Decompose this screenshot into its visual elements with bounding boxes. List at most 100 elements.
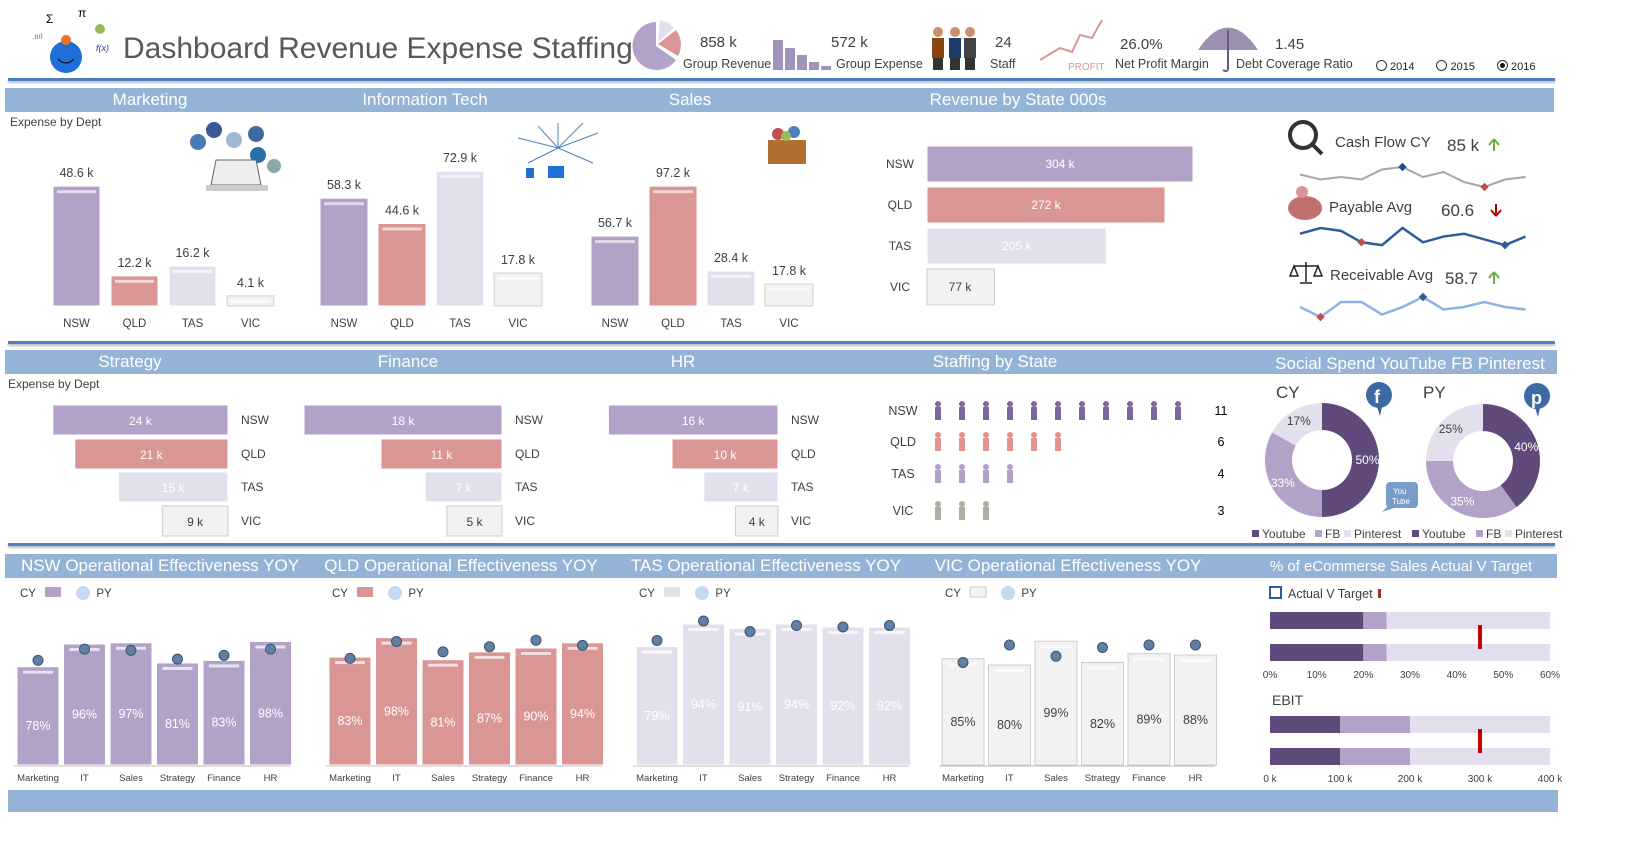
py-marker <box>1143 639 1155 651</box>
trend-up-icon <box>1488 138 1500 151</box>
category-label: HR <box>1189 773 1203 784</box>
data-label: 56.7 k <box>598 216 633 230</box>
data-label: 72.9 k <box>443 151 478 165</box>
category-label: TAS <box>182 318 204 330</box>
sales-title: Sales <box>668 90 712 109</box>
ebit-label: EBIT <box>1272 692 1304 708</box>
bar-highlight <box>474 655 505 659</box>
bullet-band <box>1340 748 1410 765</box>
legend-label: Youtube <box>1262 527 1306 541</box>
bar-highlight <box>1180 659 1211 662</box>
category-label: Strategy <box>160 773 196 784</box>
person-icon <box>1055 432 1061 438</box>
bar-qld <box>380 438 503 470</box>
legend-swatch <box>1315 530 1322 537</box>
bar-tas <box>424 471 503 503</box>
people-icon <box>933 58 943 70</box>
data-label: 17.8 k <box>772 264 807 278</box>
donut-slice-pinterest <box>1426 404 1483 461</box>
category-label: NSW <box>331 318 358 330</box>
category-label: QLD <box>241 447 266 461</box>
category-label: IT <box>80 773 89 784</box>
person-icon <box>935 507 941 520</box>
legend-py-dot <box>695 586 709 600</box>
category-label: Strategy <box>779 773 815 784</box>
social-laptop-icon <box>190 122 281 191</box>
side-kpi-label: Cash Flow CY <box>1335 134 1431 151</box>
data-label: 97.2 k <box>656 166 691 180</box>
axis-tick: 60% <box>1540 670 1560 681</box>
data-label: 12.2 k <box>117 256 152 270</box>
bullet-target <box>1478 625 1482 649</box>
category-label: TAS <box>515 480 537 494</box>
category-label: TAS <box>891 467 914 481</box>
kpi-label: Group Revenue <box>683 57 772 71</box>
legend-cy-swatch <box>357 587 373 597</box>
cy-bar <box>868 626 911 766</box>
py-marker <box>344 652 356 664</box>
data-label: 80% <box>997 718 1022 732</box>
category-label: TAS <box>791 480 813 494</box>
person-icon <box>983 432 989 438</box>
sparkline-marker <box>1418 292 1428 302</box>
bar-chart-icon <box>773 40 783 70</box>
toolbox-icon <box>768 126 806 164</box>
svg-text:π: π <box>78 6 86 20</box>
data-label: 7 k <box>733 481 750 495</box>
profit-icon: PROFIT <box>1068 62 1105 73</box>
bar-tas <box>703 471 779 503</box>
py-marker <box>172 653 183 665</box>
category-label: HR <box>576 773 590 784</box>
radio-2014[interactable]: 2014 <box>1376 60 1414 73</box>
donut-label: 35% <box>1450 495 1474 509</box>
radio-2015[interactable]: 2015 <box>1436 60 1475 73</box>
legend-py: PY <box>96 588 112 600</box>
data-label: 4 k <box>749 515 766 529</box>
legend-cy: CY <box>20 588 36 600</box>
bar-tas <box>435 170 485 307</box>
bar-highlight <box>642 650 672 654</box>
side-kpi-label: Payable Avg <box>1329 199 1412 216</box>
data-label: 83% <box>211 716 236 730</box>
cy-bar <box>63 643 106 766</box>
bar-highlight <box>653 190 693 194</box>
category-label: VIC <box>508 318 527 330</box>
bullet-band <box>1270 644 1364 661</box>
person-icon <box>1031 407 1037 420</box>
axis-tick: 30% <box>1400 670 1420 681</box>
cy-bar <box>1034 640 1078 766</box>
section-header-row-3: NSW Operational Effectiveness YOY QLD Op… <box>5 554 1557 578</box>
axis-tick: 0% <box>1263 670 1278 681</box>
category-label: QLD <box>123 318 147 330</box>
person-icon <box>1127 401 1133 407</box>
person-icon <box>1151 407 1157 420</box>
piggy-bank-icon <box>1288 196 1322 220</box>
person-icon <box>935 464 941 470</box>
year-selector[interactable]: 2014 2015 2016 <box>1376 60 1535 73</box>
radio-2016[interactable]: 2016 <box>1496 60 1535 73</box>
bar-vic <box>735 505 779 537</box>
py-marker <box>218 649 230 661</box>
person-icon <box>1055 438 1061 451</box>
category-label: IT <box>699 773 708 784</box>
cy-bar <box>16 666 60 766</box>
bar-highlight <box>874 631 905 634</box>
finance-title: Finance <box>377 352 439 371</box>
cy-bar <box>635 646 679 766</box>
axis-tick: 40% <box>1447 670 1467 681</box>
bullet-band <box>1363 612 1387 629</box>
data-label: 81% <box>165 717 190 731</box>
legend-swatch <box>1412 530 1419 537</box>
bar-highlight <box>23 670 53 674</box>
person-icon <box>1175 407 1181 420</box>
it-title: Information Tech <box>362 90 488 109</box>
legend-py: PY <box>715 588 731 600</box>
bar-highlight <box>711 274 751 278</box>
legend-actual-box <box>1269 586 1282 599</box>
category-label: VIC <box>779 318 798 330</box>
cy-bar <box>1081 662 1124 766</box>
data-label: 16 k <box>682 414 706 428</box>
category-label: Marketing <box>636 773 678 784</box>
category-label: QLD <box>390 318 414 330</box>
